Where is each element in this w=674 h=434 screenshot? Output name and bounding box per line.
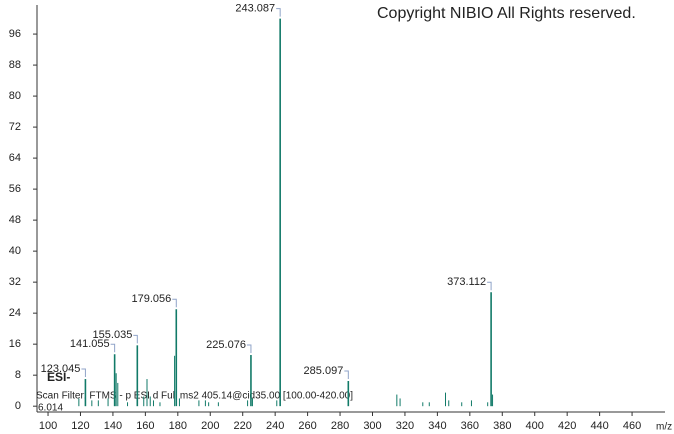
y-tick-label: 16 — [9, 338, 21, 350]
y-tick-label: 64 — [9, 152, 21, 164]
peak-label: 141.055 — [70, 338, 110, 350]
scan-filter: Scan Filter: FTMS - p ESI d Full ms2 405… — [36, 391, 353, 402]
peak-label: 179.056 — [132, 293, 172, 305]
peak-label: 123.045 — [41, 363, 81, 375]
x-tick-label: 100 — [39, 420, 57, 432]
label-leader — [344, 370, 349, 379]
peak-label: 155.035 — [93, 329, 133, 341]
x-tick-label: 380 — [493, 420, 511, 432]
x-tick-label: 240 — [266, 420, 284, 432]
x-tick-label: 160 — [136, 420, 154, 432]
label-leader — [81, 368, 86, 378]
x-tick-label: 180 — [169, 420, 187, 432]
x-tick-label: 320 — [396, 420, 414, 432]
x-tick-label: 120 — [71, 420, 89, 432]
y-tick-label: 40 — [9, 245, 21, 257]
retention-time: 6.014 — [38, 403, 63, 414]
x-tick-label: 360 — [461, 420, 479, 432]
peak-label: 225.076 — [206, 339, 246, 351]
label-leader — [133, 334, 138, 344]
label-leader — [487, 281, 492, 291]
x-tick-label: 300 — [363, 420, 381, 432]
label-leader — [172, 298, 177, 308]
peak-label: 373.112 — [447, 276, 486, 288]
x-tick-label: 200 — [201, 420, 219, 432]
y-tick-label: 0 — [15, 400, 21, 412]
x-tick-label: 400 — [526, 420, 544, 432]
y-tick-label: 8 — [15, 369, 21, 381]
x-tick-label: 440 — [590, 420, 608, 432]
x-tick-label: 220 — [234, 420, 252, 432]
y-tick-label: 56 — [9, 183, 21, 195]
y-tick-label: 32 — [9, 276, 21, 288]
y-tick-label: 24 — [9, 307, 21, 319]
x-tick-label: 280 — [331, 420, 349, 432]
x-tick-label: 340 — [428, 420, 446, 432]
ionization: ESI- — [47, 370, 70, 384]
y-tick-label: 80 — [9, 90, 21, 102]
peak-label: 243.087 — [235, 2, 275, 14]
x-axis-label: m/z — [656, 422, 672, 433]
y-tick-label: 88 — [9, 59, 21, 71]
peak-label: 285.097 — [304, 365, 344, 377]
y-tick-label: 48 — [9, 214, 21, 226]
y-tick-label: 96 — [9, 28, 21, 40]
y-tick-label: 72 — [9, 121, 21, 133]
chart-title: Copyright NIBIO All Rights reserved. — [377, 5, 636, 22]
x-tick-label: 260 — [298, 420, 316, 432]
x-tick-label: 140 — [104, 420, 122, 432]
label-leader — [246, 344, 252, 354]
label-leader — [110, 343, 116, 353]
x-tick-label: 420 — [558, 420, 576, 432]
label-leader — [276, 8, 281, 17]
x-tick-label: 460 — [623, 420, 641, 432]
